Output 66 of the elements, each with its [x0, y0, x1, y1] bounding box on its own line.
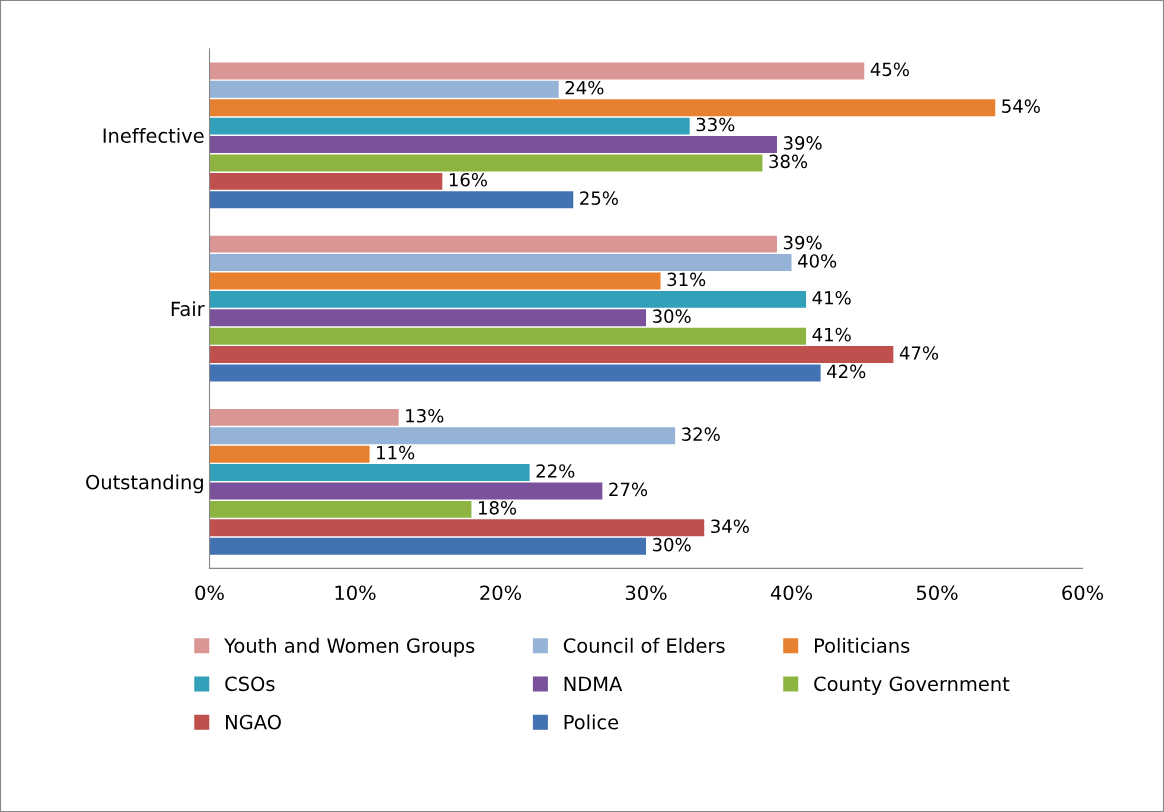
data-label: 41% [812, 290, 851, 305]
data-label: 30% [652, 537, 691, 552]
bar [209, 327, 807, 345]
data-label: 39% [783, 235, 822, 250]
x-tick-label: 50% [916, 585, 958, 601]
data-label: 34% [711, 519, 749, 534]
data-label: 32% [682, 427, 720, 442]
bar [209, 99, 996, 117]
bar [209, 408, 399, 426]
data-label: 25% [580, 191, 618, 205]
bar [209, 519, 705, 537]
bar [209, 482, 603, 500]
data-label: 24% [565, 80, 604, 95]
data-label: 38% [769, 154, 808, 169]
data-label: 16% [449, 172, 488, 187]
bar [209, 80, 559, 98]
bar [209, 254, 792, 272]
x-tick-label: 20% [480, 585, 522, 601]
data-label: 47% [899, 346, 939, 360]
data-label: 27% [609, 482, 648, 497]
data-label: 31% [667, 272, 706, 287]
bar [209, 537, 647, 555]
bar [209, 117, 690, 135]
x-tick-label: 60% [1062, 585, 1104, 601]
data-label: 40% [797, 254, 837, 268]
bar [209, 191, 574, 209]
bar [209, 172, 443, 190]
x-tick-label: 10% [335, 585, 376, 601]
data-label: 42% [827, 364, 866, 379]
bar [209, 500, 472, 518]
data-label: 11% [377, 445, 415, 460]
legend-label: Police [564, 714, 619, 730]
y-tick-label: Fair [171, 301, 205, 317]
bar [209, 445, 370, 463]
bar [209, 427, 676, 445]
data-label: 22% [536, 464, 575, 478]
bar [209, 272, 661, 290]
data-label: 45% [870, 62, 909, 77]
data-label: 18% [478, 500, 517, 515]
data-label: 39% [783, 136, 822, 150]
data-label: 41% [812, 327, 851, 342]
y-tick-label: Outstanding [86, 474, 203, 494]
data-label: 13% [406, 408, 444, 423]
legend-label: County Government [814, 676, 1010, 695]
bar [209, 62, 865, 80]
legend-label: NDMA [564, 676, 623, 691]
data-label: 54% [1002, 99, 1040, 113]
x-tick-label: 30% [625, 585, 667, 601]
bar [209, 464, 530, 482]
bar [209, 235, 777, 253]
bar [209, 309, 647, 327]
bar [209, 346, 894, 364]
x-tick-label: 40% [770, 585, 813, 601]
bar [209, 364, 821, 382]
data-label: 30% [652, 309, 691, 323]
x-tick-label: 0% [195, 585, 224, 601]
legend-label: NGAO [226, 714, 281, 730]
legend-label: Youth and Women Groups [224, 637, 475, 657]
legend-label: CSOs [225, 676, 275, 692]
bar [209, 136, 777, 153]
legend-label: Politicians [814, 637, 910, 653]
y-tick-label: Ineffective [103, 127, 204, 143]
data-label: 33% [696, 117, 735, 132]
bar [209, 290, 807, 308]
legend-label: Council of Elders [563, 637, 725, 653]
bar [209, 154, 763, 172]
